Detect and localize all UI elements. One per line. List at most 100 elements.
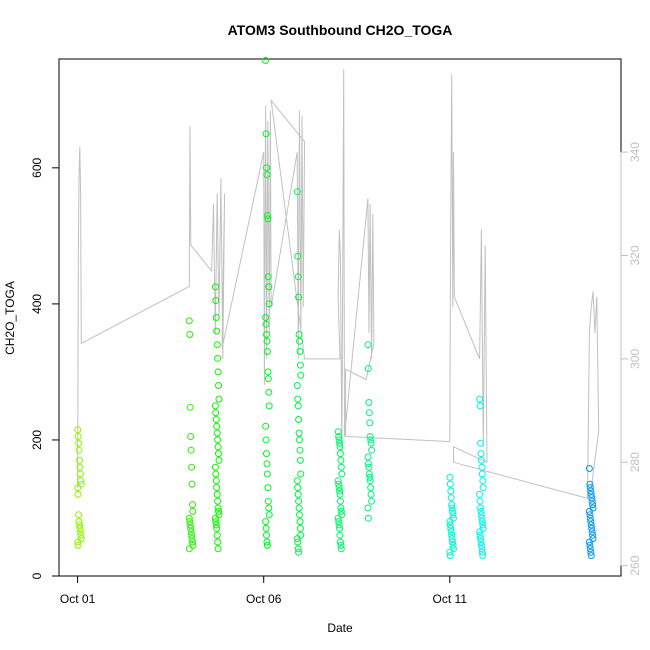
scatter-point: [587, 548, 595, 556]
scatter-point: [448, 531, 456, 539]
scatter-point: [76, 528, 84, 536]
scatter-point: [588, 494, 596, 502]
scatter-point: [215, 456, 223, 464]
scatter-point: [366, 477, 374, 485]
scatter-point: [75, 511, 83, 519]
scatter-point: [588, 497, 596, 505]
scatter-point: [295, 548, 303, 556]
scatter-point: [447, 524, 455, 532]
scatter-point: [477, 541, 485, 549]
scatter-point: [212, 521, 220, 529]
scatter-point: [74, 490, 82, 498]
scatter-point: [476, 490, 484, 498]
scatter-point: [338, 470, 346, 478]
scatter-point: [476, 528, 484, 536]
scatter-point: [296, 456, 304, 464]
scatter-point: [479, 521, 487, 529]
scatter-point: [215, 450, 222, 458]
scatter-point: [186, 403, 194, 411]
scatter-point: [448, 535, 456, 543]
scatter-point: [336, 490, 344, 498]
scatter-point: [214, 504, 222, 512]
scatter-point: [477, 504, 484, 512]
scatter-point: [295, 293, 303, 301]
scatter-point: [366, 433, 374, 440]
y2-tick-label: 300: [628, 349, 642, 369]
scatter-point: [476, 395, 484, 403]
scatter-point: [263, 337, 271, 345]
scatter-point: [214, 538, 222, 546]
x-tick-label: Oct 01: [60, 592, 96, 606]
scatter-series-10: [585, 465, 597, 560]
scatter-point: [262, 422, 270, 430]
scatter-point: [587, 521, 595, 529]
scatter-point: [211, 402, 219, 410]
scatter-point: [586, 541, 594, 549]
scatter-point: [477, 507, 485, 515]
scatter-point: [446, 518, 454, 526]
scatter-point: [76, 521, 83, 529]
axes-layer: Oct 01 Oct 06 Oct 11 0 200 400 600 260 280 300 320…: [30, 142, 642, 606]
scatter-point: [478, 463, 486, 471]
scatter-point: [213, 531, 221, 539]
scatter-point: [477, 538, 485, 546]
scatter-point: [263, 171, 271, 179]
scatter-point: [365, 470, 373, 478]
scatter-point: [336, 524, 344, 532]
scatter-point: [74, 433, 82, 440]
scatter-point: [447, 487, 455, 495]
x-tick-label: Oct 06: [246, 592, 282, 606]
scatter-point: [478, 545, 486, 553]
scatter-point: [368, 497, 376, 505]
scatter-point: [587, 552, 595, 560]
scatter-point: [479, 484, 487, 492]
scatter-point: [367, 484, 375, 492]
scatter-point: [364, 365, 372, 372]
scatter-point: [294, 545, 302, 553]
scatter-point: [588, 528, 596, 536]
scatter-point: [212, 477, 220, 485]
scatter-point: [589, 501, 597, 509]
scatter-series-1: [74, 426, 85, 549]
secondary-series-line: [77, 69, 600, 500]
scatter-point: [476, 402, 484, 410]
scatter-point: [334, 514, 342, 522]
scatter-point: [296, 337, 303, 345]
scatter-point: [449, 511, 457, 519]
scatter-point: [364, 341, 372, 349]
scatter-point: [297, 470, 305, 478]
scatter-point: [213, 490, 221, 498]
scatter-point: [186, 518, 194, 526]
scatter-point: [214, 354, 222, 362]
scatter-point: [448, 504, 456, 512]
scatter-point: [295, 331, 303, 338]
scatter-point: [213, 341, 221, 349]
scatter-point: [294, 484, 302, 492]
scatter-point: [187, 528, 195, 536]
scatter-point: [337, 545, 345, 553]
scatter-point: [335, 521, 343, 529]
scatter-point: [365, 463, 373, 471]
scatter-point: [263, 470, 271, 478]
scatter-point: [213, 422, 221, 430]
scatter-point: [76, 456, 83, 464]
scatter-point: [296, 524, 304, 532]
scatter-point: [294, 402, 302, 410]
scatter-point: [188, 480, 196, 488]
scatter-point: [336, 450, 344, 458]
scatter-point: [265, 504, 273, 512]
scatter-point: [263, 531, 270, 539]
scatter-point: [446, 473, 454, 481]
y-tick-label: 0: [30, 572, 44, 579]
scatter-point: [336, 531, 344, 539]
scatter-point: [76, 524, 84, 532]
scatter-point: [294, 490, 302, 498]
y-tick-label: 200: [30, 430, 44, 450]
scatter-point: [77, 477, 85, 485]
scatter-point: [585, 538, 593, 546]
y2-tick-label: 260: [628, 555, 642, 575]
scatter-point: [365, 399, 373, 406]
y2-tick-label: 320: [628, 245, 642, 265]
scatter-series-6: [334, 428, 346, 553]
scatter-point: [586, 484, 594, 492]
